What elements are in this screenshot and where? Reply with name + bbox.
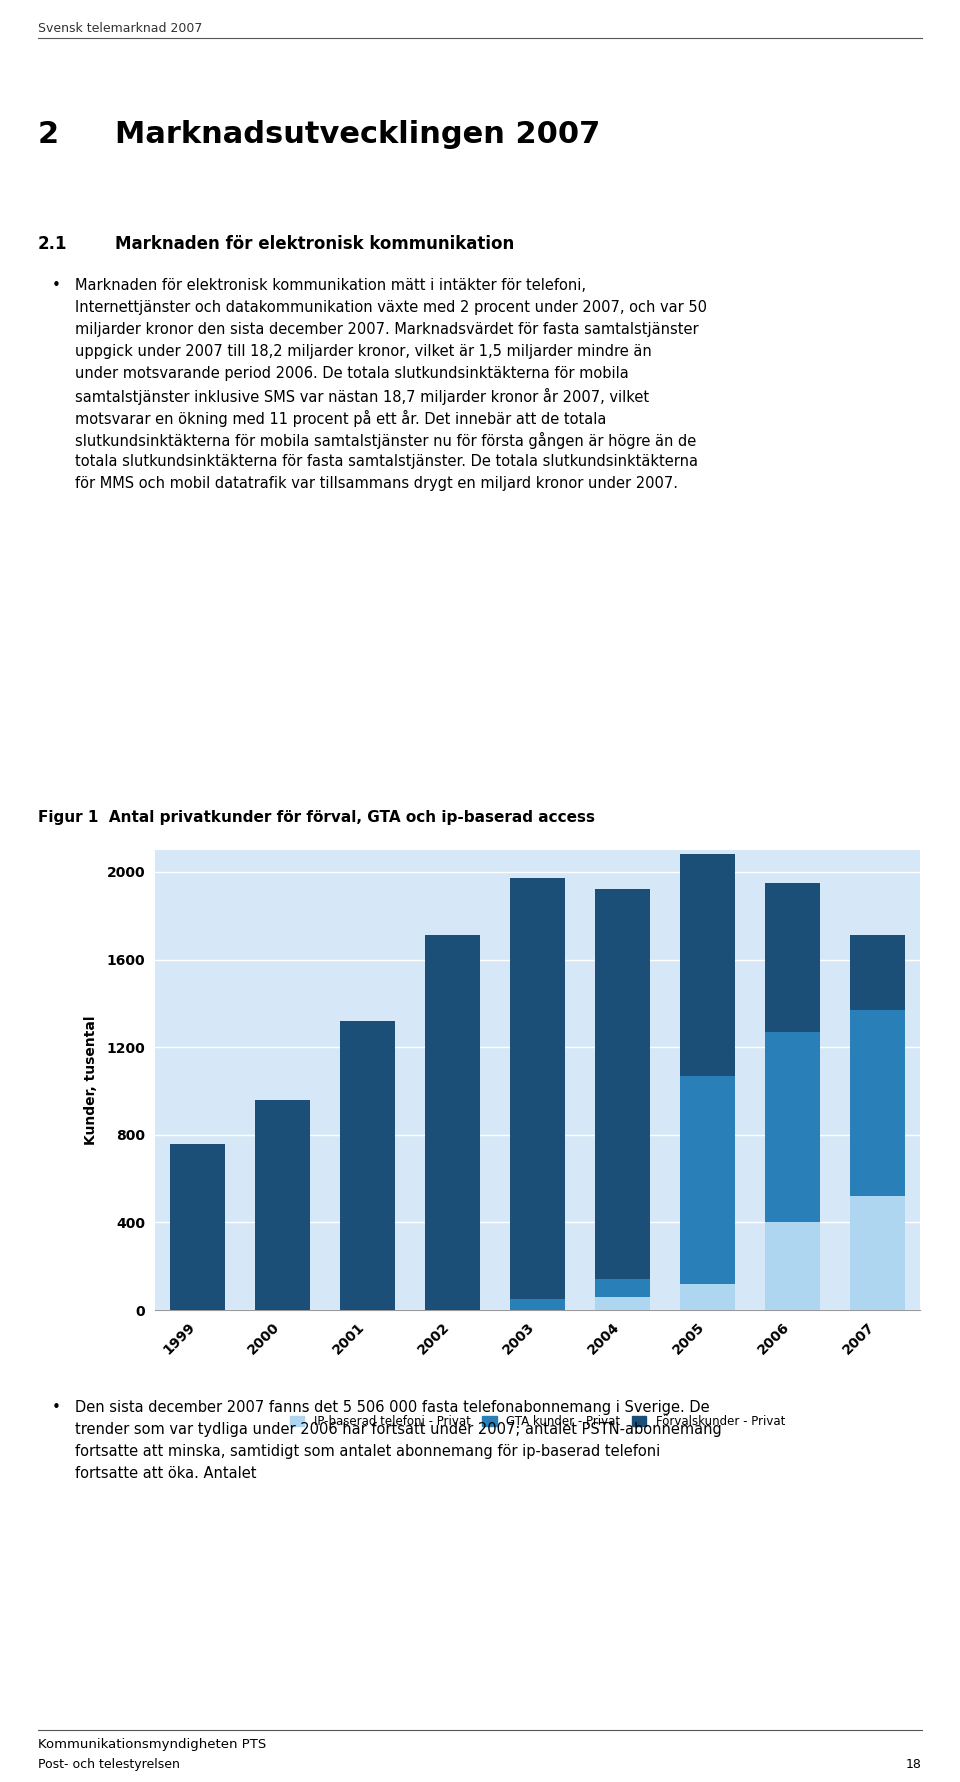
Bar [765, 882, 820, 1032]
Text: Marknaden för elektronisk kommunikation mätt i intäkter för telefoni,: Marknaden för elektronisk kommunikation … [75, 278, 586, 292]
Bar [850, 1010, 905, 1196]
Text: Figur 1  Antal privatkunder för förval, GTA och ip-baserad access: Figur 1 Antal privatkunder för förval, G… [38, 811, 595, 825]
Text: motsvarar en ökning med 11 procent på ett år. Det innebär att de totala: motsvarar en ökning med 11 procent på et… [75, 410, 607, 428]
Text: fortsatte att öka. Antalet: fortsatte att öka. Antalet [75, 1467, 256, 1481]
Bar [254, 1099, 310, 1310]
Bar [680, 1283, 735, 1310]
Bar [850, 936, 905, 1010]
Bar [680, 854, 735, 1076]
Text: Kommunikationsmyndigheten PTS: Kommunikationsmyndigheten PTS [38, 1737, 266, 1752]
Text: miljarder kronor den sista december 2007. Marknadsvärdet för fasta samtalstjänst: miljarder kronor den sista december 2007… [75, 323, 699, 337]
Text: Den sista december 2007 fanns det 5 506 000 fasta telefonabonnemang i Sverige. D: Den sista december 2007 fanns det 5 506 … [75, 1401, 709, 1415]
Bar [510, 879, 565, 1299]
Text: Marknadsutvecklingen 2007: Marknadsutvecklingen 2007 [115, 119, 600, 150]
Text: 2.1: 2.1 [38, 235, 67, 253]
Y-axis label: Kunder, tusental: Kunder, tusental [84, 1016, 98, 1144]
Bar [850, 1196, 905, 1310]
Text: Internettjänster och datakommunikation växte med 2 procent under 2007, och var 5: Internettjänster och datakommunikation v… [75, 299, 707, 315]
Text: samtalstjänster inklusive SMS var nästan 18,7 miljarder kronor år 2007, vilket: samtalstjänster inklusive SMS var nästan… [75, 388, 649, 405]
Bar [340, 1021, 396, 1310]
Bar [595, 889, 650, 1279]
Bar [510, 1299, 565, 1310]
Text: trender som var tydliga under 2006 har fortsatt under 2007; antalet PSTN-abonnem: trender som var tydliga under 2006 har f… [75, 1422, 722, 1436]
Bar [680, 1076, 735, 1283]
Bar [170, 1144, 226, 1310]
Text: Svensk telemarknad 2007: Svensk telemarknad 2007 [38, 21, 203, 36]
Bar [765, 1222, 820, 1310]
Text: Marknaden för elektronisk kommunikation: Marknaden för elektronisk kommunikation [115, 235, 515, 253]
Text: 2: 2 [38, 119, 60, 150]
Text: 18: 18 [906, 1759, 922, 1771]
Text: för MMS och mobil datatrafik var tillsammans drygt en miljard kronor under 2007.: för MMS och mobil datatrafik var tillsam… [75, 476, 678, 492]
Text: fortsatte att minska, samtidigt som antalet abonnemang för ip-baserad telefoni: fortsatte att minska, samtidigt som anta… [75, 1443, 660, 1459]
Text: •: • [52, 278, 60, 292]
Text: •: • [52, 1401, 60, 1415]
Bar [595, 1279, 650, 1297]
Bar [765, 1032, 820, 1222]
Text: totala slutkundsinktäkterna för fasta samtalstjänster. De totala slutkundsinktäk: totala slutkundsinktäkterna för fasta sa… [75, 454, 698, 469]
Text: uppgick under 2007 till 18,2 miljarder kronor, vilket är 1,5 miljarder mindre än: uppgick under 2007 till 18,2 miljarder k… [75, 344, 652, 358]
Bar [595, 1297, 650, 1310]
Text: under motsvarande period 2006. De totala slutkundsinktäkterna för mobila: under motsvarande period 2006. De totala… [75, 365, 629, 381]
Text: Post- och telestyrelsen: Post- och telestyrelsen [38, 1759, 180, 1771]
Text: slutkundsinktäkterna för mobila samtalstjänster nu för första gången är högre än: slutkundsinktäkterna för mobila samtalst… [75, 431, 696, 449]
Legend: IP-baserad telefoni - Privat, GTA kunder - Privat, Förvalskunder - Privat: IP-baserad telefoni - Privat, GTA kunder… [285, 1410, 790, 1433]
Bar [425, 936, 480, 1310]
